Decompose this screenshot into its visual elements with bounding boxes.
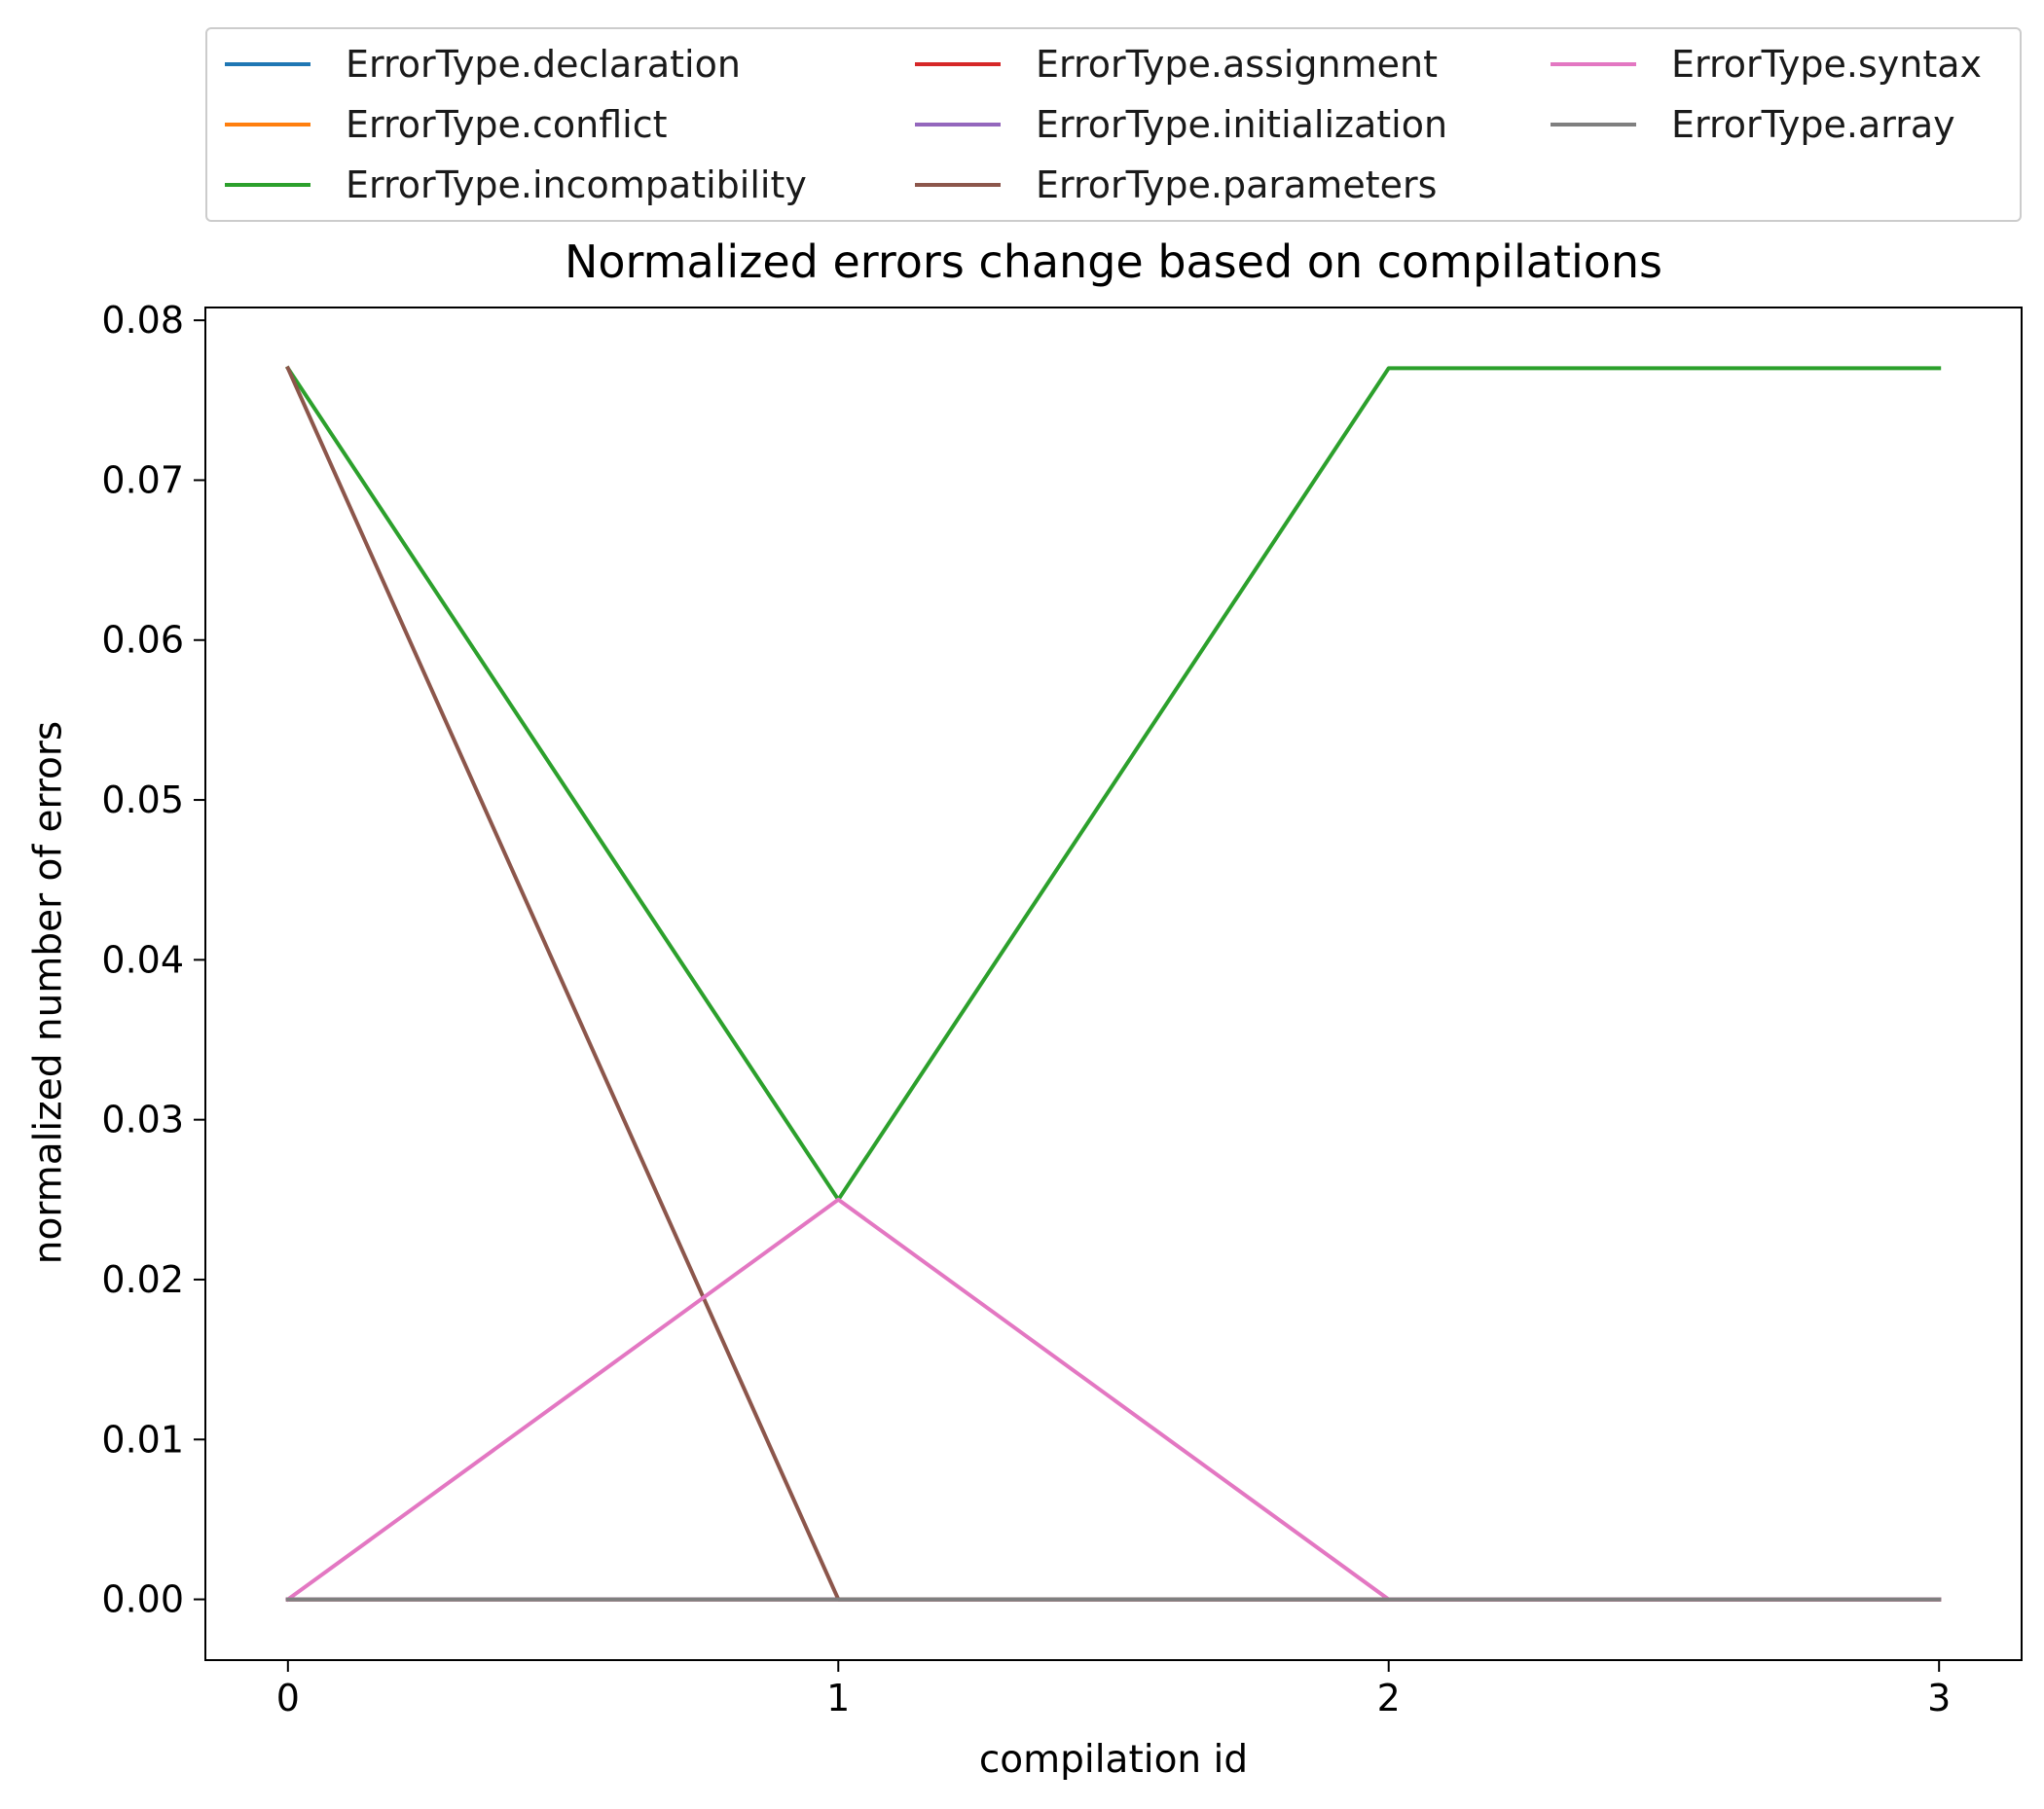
legend-item-initialization: ErrorType.initialization [915,95,1447,154]
legend-label-initialization: ErrorType.initialization [1036,103,1448,146]
legend-swatch-assignment [915,62,1001,66]
legend-label-array: ErrorType.array [1671,103,1955,146]
legend-item-syntax: ErrorType.syntax [1551,35,1982,93]
legend-label-incompatibility: ErrorType.incompatibility [346,163,807,206]
legend: ErrorType.declaration ErrorType.conflict… [205,27,2022,222]
x-axis-label: compilation id [978,1738,1249,1782]
y-tick-label: 0.01 [101,1418,184,1461]
series-line-incompatibility [285,365,1942,1202]
legend-swatch-conflict [225,123,310,127]
y-axis-label: normalized number of errors [26,720,71,1265]
y-tick-label: 0.00 [101,1578,184,1621]
legend-swatch-incompatibility [225,183,310,187]
x-tick-label: 0 [276,1677,300,1719]
legend-swatch-array [1551,123,1636,127]
series-line-parameters [285,365,1942,1602]
plot-frame [204,307,2023,1661]
legend-label-declaration: ErrorType.declaration [346,43,741,86]
x-tick-label: 1 [826,1677,850,1719]
y-tick-label: 0.05 [101,778,184,821]
legend-swatch-declaration [225,62,310,66]
legend-swatch-parameters [915,183,1001,187]
y-tick-label: 0.02 [101,1258,184,1301]
y-tick-label: 0.08 [101,299,184,342]
legend-swatch-syntax [1551,62,1636,66]
legend-label-syntax: ErrorType.syntax [1671,43,1983,86]
legend-label-parameters: ErrorType.parameters [1036,163,1438,206]
legend-swatch-initialization [915,123,1001,127]
y-tick-label: 0.07 [101,458,184,501]
y-tick-label: 0.03 [101,1099,184,1141]
legend-item-declaration: ErrorType.declaration [225,35,741,93]
chart-title: Normalized errors change based on compil… [564,235,1662,288]
legend-item-parameters: ErrorType.parameters [915,156,1437,214]
legend-label-conflict: ErrorType.conflict [346,103,668,146]
legend-label-assignment: ErrorType.assignment [1036,43,1439,86]
y-tick-label: 0.04 [101,938,184,981]
y-tick-label: 0.06 [101,619,184,662]
legend-item-array: ErrorType.array [1551,95,1955,154]
legend-item-conflict: ErrorType.conflict [225,95,668,154]
x-tick-label: 3 [1927,1677,1951,1719]
legend-item-incompatibility: ErrorType.incompatibility [225,156,807,214]
x-tick-label: 2 [1377,1677,1401,1719]
series-line-syntax [285,1197,1942,1603]
legend-item-assignment: ErrorType.assignment [915,35,1438,93]
